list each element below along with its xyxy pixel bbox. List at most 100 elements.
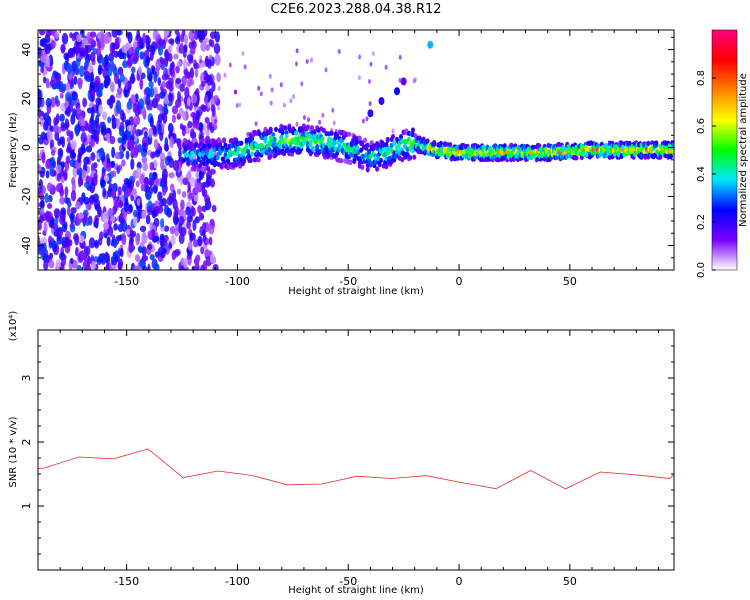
noise-cell [71, 91, 78, 101]
noise-cell [142, 265, 148, 270]
noise-cell [124, 83, 129, 91]
noise-cell [302, 115, 306, 120]
noise-cell [203, 189, 208, 198]
noise-cell [59, 136, 64, 145]
noise-cell [90, 72, 95, 84]
noise-cell [145, 214, 151, 225]
colorbar-tick-label: 0.8 [696, 70, 707, 86]
noise-cell [197, 235, 203, 247]
noise-cell [136, 115, 141, 126]
noise-cell [161, 73, 169, 81]
noise-cell [127, 31, 133, 44]
noise-cell [202, 70, 208, 81]
noise-cell [95, 114, 100, 125]
x-tick-label: -150 [114, 275, 139, 288]
signal-cell [365, 167, 370, 173]
noise-cell [148, 172, 153, 181]
noise-cell [209, 168, 216, 175]
signal-cell [248, 157, 253, 164]
noise-cell [53, 123, 59, 134]
noise-cell [161, 168, 168, 181]
noise-cell [43, 221, 48, 234]
signal-cell [668, 153, 673, 159]
noise-cell [96, 257, 102, 266]
noise-cell [167, 45, 172, 54]
noise-cell [157, 77, 162, 86]
noise-cell [135, 180, 140, 188]
noise-cell [164, 145, 169, 152]
noise-cell [103, 32, 110, 45]
signal-cell [190, 150, 195, 156]
signal-cell [283, 125, 288, 131]
noise-cell [117, 78, 122, 88]
noise-cell [38, 235, 41, 247]
noise-cell [412, 78, 416, 84]
noise-cell [94, 75, 101, 87]
noise-cell [69, 150, 75, 160]
noise-cell [134, 106, 140, 117]
noise-cell [155, 263, 160, 270]
noise-cell [117, 66, 124, 76]
noise-cell [197, 205, 202, 214]
bottom-x-axis-label: Height of straight line (km) [288, 585, 424, 596]
spectrogram-frame [37, 29, 675, 271]
noise-cell [130, 66, 136, 74]
noise-cell [76, 106, 81, 115]
noise-cell [171, 114, 176, 123]
noise-cell [103, 222, 109, 230]
noise-cell [70, 113, 76, 125]
noise-cell [45, 55, 51, 68]
noise-cell [145, 190, 152, 201]
noise-cell [66, 206, 71, 216]
noise-cell [130, 94, 136, 105]
noise-cell [210, 178, 215, 188]
bottom-y-axis: 1 2 3 [20, 329, 674, 571]
signal-cell [357, 135, 362, 141]
noise-cell [181, 30, 186, 37]
signal-cell [282, 151, 286, 157]
noise-cell [177, 91, 181, 102]
noise-cell [368, 79, 371, 84]
noise-cell [214, 53, 221, 66]
signal-cell [658, 143, 663, 150]
noise-cell [182, 111, 187, 121]
noise-cell [145, 185, 150, 192]
noise-cell [88, 237, 96, 249]
noise-cell [81, 37, 89, 46]
noise-cell [89, 138, 96, 148]
noise-cell [61, 223, 68, 233]
noise-cell [59, 113, 65, 122]
noise-cell [39, 200, 45, 209]
noise-cell [189, 177, 196, 187]
noise-cell [235, 103, 239, 108]
noise-cell [52, 160, 57, 169]
noise-cell [45, 159, 51, 170]
noise-cell [210, 39, 215, 48]
noise-cell [116, 86, 123, 95]
noise-cell [177, 188, 181, 195]
noise-cell [102, 187, 107, 198]
signal-cell [368, 160, 373, 166]
noise-cell [181, 126, 186, 137]
noise-cell [183, 44, 188, 53]
isolated-spot [393, 87, 400, 96]
noise-cell [64, 186, 69, 197]
noise-cell [159, 233, 165, 241]
noise-cell [163, 30, 170, 37]
noise-cell [192, 118, 198, 129]
noise-cell [155, 58, 162, 71]
noise-cell [71, 177, 76, 186]
noise-cell [50, 149, 56, 156]
noise-cell [361, 118, 365, 124]
signal-cell [658, 154, 663, 160]
noise-cell [90, 51, 96, 63]
noise-cell [45, 77, 50, 89]
noise-cell [184, 71, 192, 79]
noise-cell [188, 30, 195, 41]
noise-cell [136, 161, 142, 170]
noise-cell [117, 223, 124, 233]
signal-cell [375, 166, 380, 172]
noise-cell [73, 75, 78, 86]
noise-cell [186, 96, 191, 107]
noise-cell [198, 212, 203, 221]
